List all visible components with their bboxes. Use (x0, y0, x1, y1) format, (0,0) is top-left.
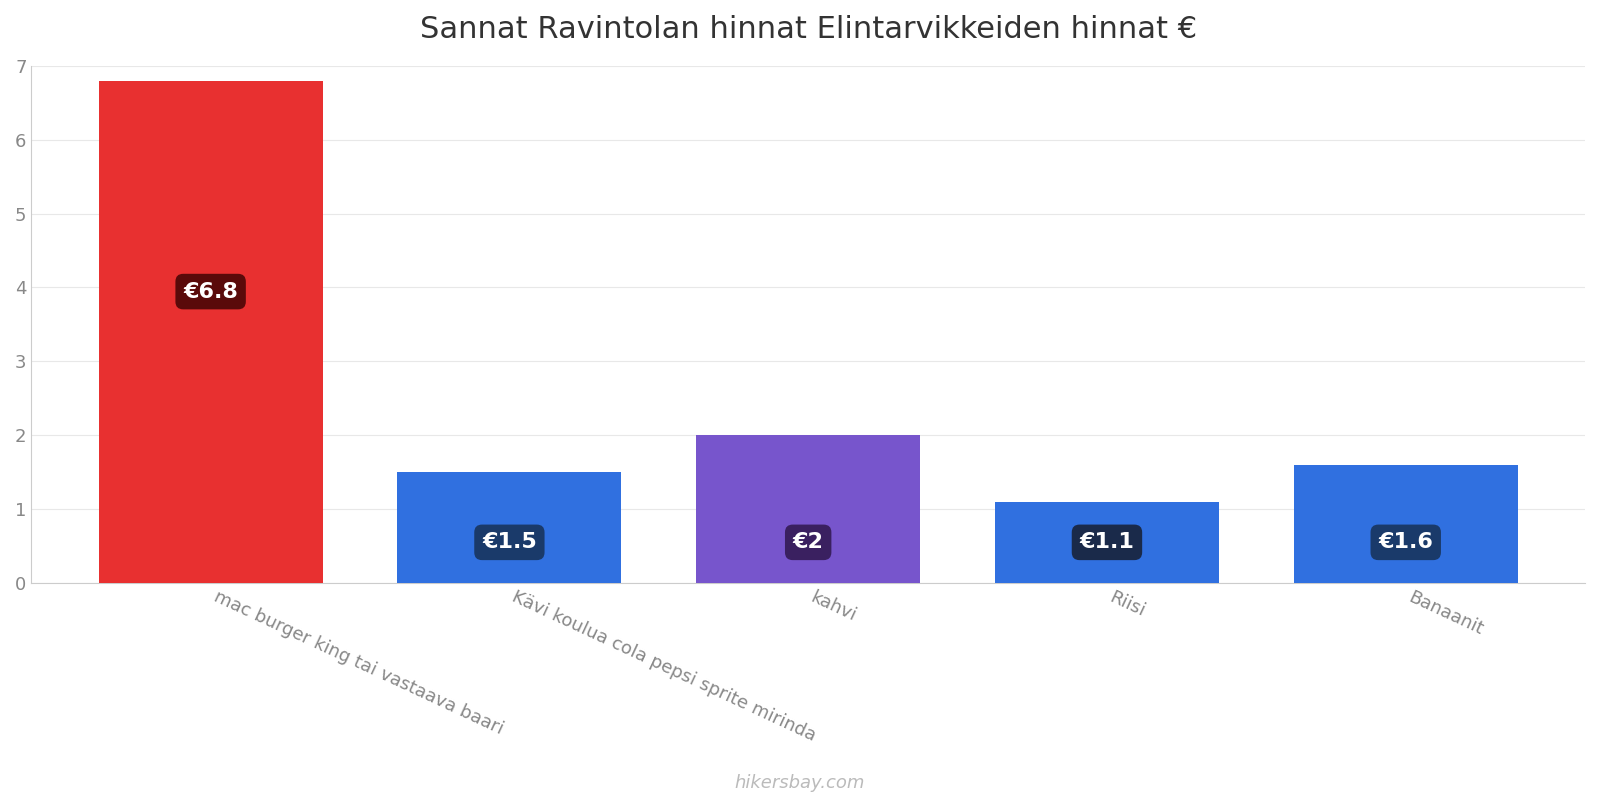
Text: €1.1: €1.1 (1080, 532, 1134, 552)
Text: €1.6: €1.6 (1378, 532, 1434, 552)
Bar (1294, 465, 1518, 583)
Text: €6.8: €6.8 (182, 282, 238, 302)
Bar (995, 502, 1219, 583)
Text: €1.5: €1.5 (482, 532, 536, 552)
Bar (99, 81, 323, 583)
Bar (696, 435, 920, 583)
Bar (397, 472, 621, 583)
Text: €2: €2 (792, 532, 824, 552)
Title: Sannat Ravintolan hinnat Elintarvikkeiden hinnat €: Sannat Ravintolan hinnat Elintarvikkeide… (419, 15, 1197, 44)
Text: hikersbay.com: hikersbay.com (734, 774, 866, 792)
